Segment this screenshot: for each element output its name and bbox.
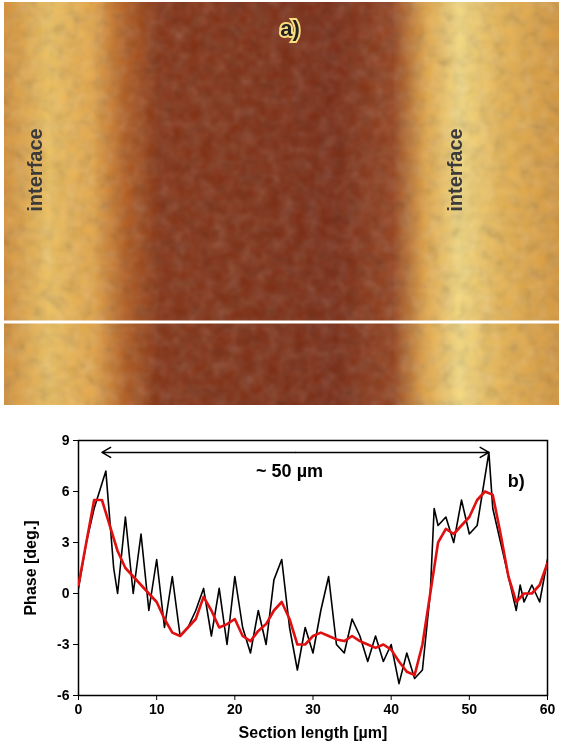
svg-text:6: 6 <box>62 483 70 499</box>
svg-text:50: 50 <box>462 701 478 717</box>
svg-text:40: 40 <box>383 701 399 717</box>
svg-text:a): a) <box>280 16 300 41</box>
svg-text:~ 50 µm: ~ 50 µm <box>256 461 323 481</box>
svg-text:0: 0 <box>62 585 70 601</box>
svg-text:interface: interface <box>24 128 46 211</box>
svg-text:20: 20 <box>227 701 243 717</box>
svg-text:Section length [µm]: Section length [µm] <box>239 724 388 741</box>
svg-text:b): b) <box>508 471 525 491</box>
svg-text:-3: -3 <box>57 636 70 652</box>
svg-text:60: 60 <box>540 701 556 717</box>
svg-text:10: 10 <box>149 701 165 717</box>
svg-text:0: 0 <box>75 701 83 717</box>
svg-text:-6: -6 <box>57 687 70 703</box>
svg-text:30: 30 <box>305 701 321 717</box>
svg-text:3: 3 <box>62 534 70 550</box>
svg-text:9: 9 <box>62 432 70 448</box>
svg-text:Phase [deg.]: Phase [deg.] <box>22 520 39 615</box>
svg-text:interface: interface <box>444 128 466 211</box>
